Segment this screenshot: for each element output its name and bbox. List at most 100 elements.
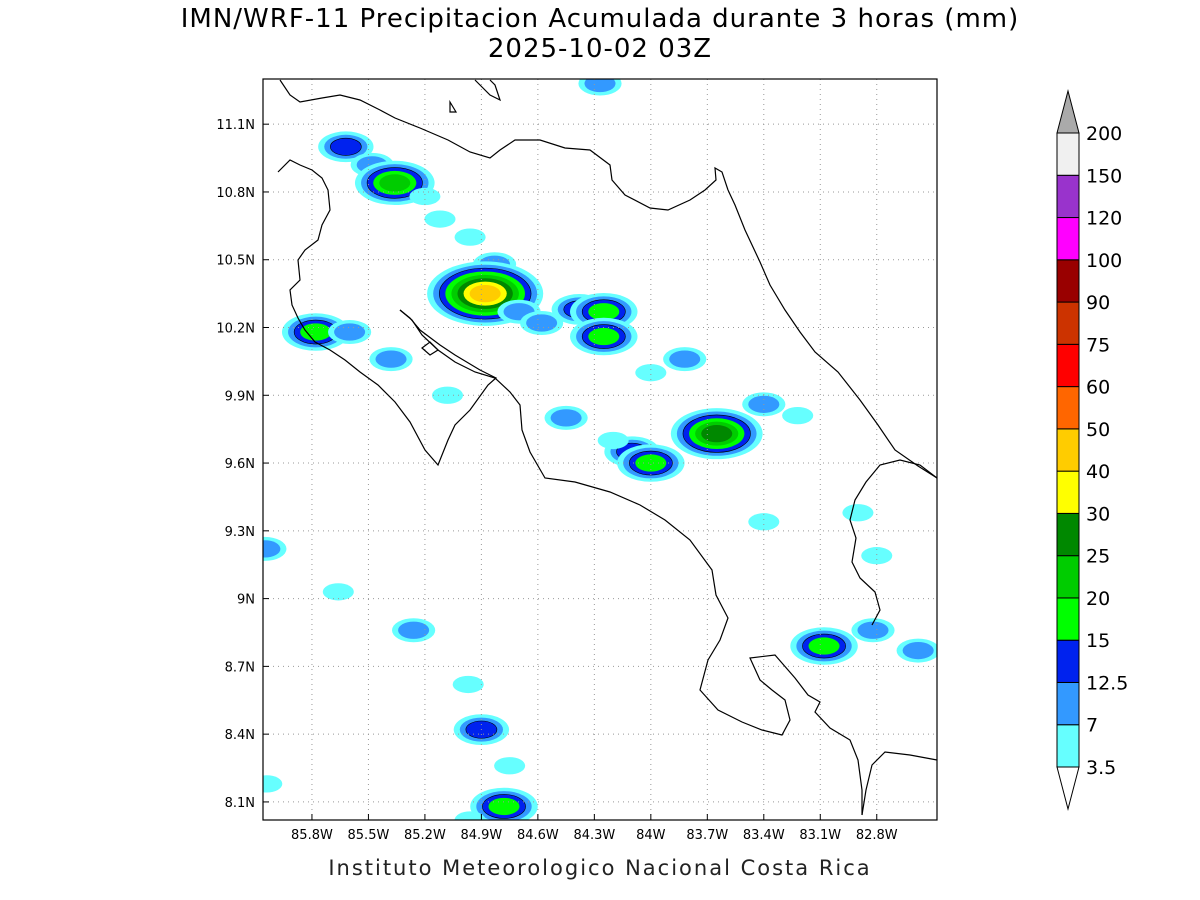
- colorbar-band: [1056, 681, 1080, 726]
- y-tick-label: 10.5N: [216, 254, 255, 269]
- colorbar: 3.5 7 12.5 15 20 25 30 40 50 60 75 90 100 120 150 200: [1056, 89, 1128, 811]
- x-tick-label: 82.8W: [856, 828, 898, 843]
- colorbar-band: [1056, 639, 1080, 683]
- precip-cell: [790, 627, 858, 665]
- island-marker: [421, 341, 439, 356]
- coastline-north: [279, 79, 729, 211]
- lake-island: [449, 99, 458, 113]
- colorbar-label: 90: [1086, 292, 1110, 314]
- precip-cell: [578, 79, 622, 96]
- precip-cell: [861, 547, 893, 565]
- colorbar-band: [1056, 470, 1080, 514]
- precip-cell: [263, 775, 283, 793]
- precip-cell: [851, 618, 895, 643]
- precip-cell: [670, 408, 763, 460]
- x-tick-label: 85.2W: [404, 828, 446, 843]
- colorbar-lower-triangle: [1056, 766, 1080, 811]
- precip-cell: [454, 228, 486, 246]
- precip-cell: [635, 364, 667, 382]
- colorbar-upper-triangle: [1056, 89, 1080, 134]
- lake-nicaragua-shore: [474, 79, 502, 102]
- precip-cell: [597, 431, 629, 450]
- colorbar-band: [1056, 597, 1080, 641]
- panama-border: [849, 459, 938, 626]
- precip-cell: [544, 405, 588, 430]
- colorbar-band: [1056, 132, 1080, 176]
- x-tick-label: 83.1W: [799, 828, 841, 843]
- colorbar-band: [1056, 301, 1080, 345]
- precip-cell: [392, 618, 436, 643]
- y-tick-label: 10.8N: [216, 186, 255, 201]
- colorbar-band: [1056, 555, 1080, 599]
- colorbar-label: 25: [1086, 546, 1110, 568]
- coastline-caribbean: [727, 189, 938, 479]
- title-line-1: IMN/WRF-11 Precipitacion Acumulada duran…: [180, 4, 1020, 34]
- colorbar-band: [1056, 343, 1080, 388]
- y-tick-label: 10.2N: [216, 322, 255, 337]
- x-tick-label: 84.9W: [460, 828, 502, 843]
- colorbar-label: 30: [1086, 503, 1110, 525]
- coastline-pacific: [277, 159, 498, 467]
- colorbar-label: 200: [1086, 123, 1122, 145]
- colorbar-band: [1056, 724, 1080, 768]
- colorbar-label: 100: [1086, 250, 1122, 272]
- precip-cell: [263, 536, 287, 561]
- precip-cell: [328, 320, 372, 345]
- colorbar-label: 40: [1086, 461, 1110, 483]
- x-tick-label: 83.4W: [743, 828, 785, 843]
- colorbar-band: [1056, 386, 1080, 430]
- y-tick-label: 9.6N: [225, 457, 255, 472]
- precip-cell: [748, 513, 780, 531]
- x-tick-label: 85.5W: [348, 828, 390, 843]
- colorbar-band: [1056, 217, 1080, 261]
- precip-cell: [663, 347, 707, 372]
- x-axis-ticks: 85.8W 85.5W 85.2W 84.9W 84.6W 84.3W 84W 83.7W 83…: [291, 814, 898, 843]
- y-axis-ticks: 11.1N 10.8N 10.5N 10.2N 9.9N 9.6N 9.3N 9N 8.7N 8.…: [216, 118, 269, 811]
- y-tick-label: 9.3N: [225, 525, 255, 540]
- precip-cell: [782, 406, 814, 425]
- colorbar-band: [1056, 259, 1080, 303]
- y-tick-label: 8.4N: [225, 728, 255, 743]
- x-tick-label: 84.3W: [573, 828, 615, 843]
- map-frame: [262, 78, 938, 821]
- precip-cell: [322, 583, 354, 601]
- precip-cell: [454, 811, 486, 820]
- x-tick-label: 83.7W: [686, 828, 728, 843]
- colorbar-label: 120: [1086, 208, 1122, 230]
- osa-peninsula-coast: [861, 751, 938, 816]
- precip-cell: [424, 210, 456, 228]
- colorbar-label: 75: [1086, 334, 1110, 356]
- colorbar-band: [1056, 174, 1080, 219]
- precip-cell: [452, 675, 484, 694]
- precip-cell: [896, 638, 937, 663]
- footer-credit: Instituto Meteorologico Nacional Costa R…: [328, 856, 872, 880]
- precip-cell: [617, 444, 685, 482]
- colorbar-band: [1056, 428, 1080, 472]
- colorbar-label: 50: [1086, 419, 1110, 441]
- x-tick-label: 84.6W: [517, 828, 559, 843]
- colorbar-label: 12.5: [1086, 672, 1128, 694]
- precip-cell: [318, 131, 374, 163]
- colorbar-label: 150: [1086, 165, 1122, 187]
- y-tick-label: 8.1N: [225, 796, 255, 811]
- y-tick-label: 9.9N: [225, 389, 255, 404]
- precip-cell: [494, 757, 526, 775]
- x-tick-label: 84W: [636, 828, 666, 843]
- colorbar-label: 3.5: [1086, 757, 1116, 779]
- precip-cell: [842, 504, 874, 522]
- precip-cell: [570, 317, 638, 356]
- precip-cell: [431, 386, 464, 404]
- colorbar-label: 15: [1086, 630, 1110, 652]
- precipitation-layer: [263, 79, 937, 820]
- colorbar-label: 7: [1086, 715, 1098, 737]
- colorbar-band: [1056, 512, 1080, 557]
- y-tick-label: 9N: [237, 593, 255, 608]
- precip-cell: [369, 347, 413, 372]
- y-tick-label: 11.1N: [216, 118, 255, 133]
- colorbar-label: 60: [1086, 377, 1110, 399]
- y-tick-label: 8.7N: [225, 660, 255, 675]
- precip-cell: [354, 160, 435, 206]
- colorbar-label: 20: [1086, 588, 1110, 610]
- precip-cell: [409, 187, 441, 206]
